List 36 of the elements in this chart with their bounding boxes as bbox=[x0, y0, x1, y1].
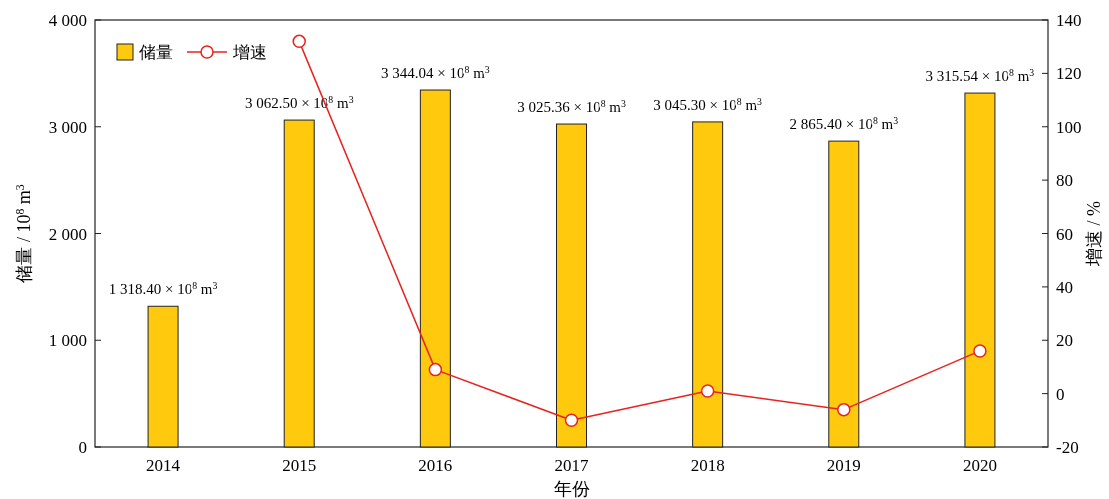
y-tick-label: 2 000 bbox=[48, 224, 87, 244]
data-label: 3 344.04 × 10$^{8}$ m$^{3}$ bbox=[381, 63, 490, 82]
y-tick-label: 3 000 bbox=[48, 117, 87, 137]
data-label: 3 025.36 × 10$^{8}$ m$^{3}$ bbox=[517, 97, 626, 116]
y-tick-label: 4 000 bbox=[48, 11, 87, 30]
x-tick-label: 2015 bbox=[282, 456, 317, 475]
y2-tick-label: 20 bbox=[1056, 331, 1073, 351]
y2-tick-label: 40 bbox=[1056, 277, 1073, 297]
point bbox=[973, 344, 987, 358]
data-label: 3 315.54 × 10$^{8}$ m$^{3}$ bbox=[925, 66, 1035, 85]
y2-tick-label: 60 bbox=[1056, 224, 1073, 244]
y2-tick-label: 140 bbox=[1056, 11, 1082, 30]
x-tick-label: 2016 bbox=[418, 456, 453, 475]
point bbox=[700, 384, 715, 398]
point bbox=[837, 402, 851, 417]
x-tick-label: 2017 bbox=[554, 456, 589, 475]
legend-label: 储量 bbox=[139, 43, 173, 62]
x-tick-label: 2019 bbox=[826, 456, 861, 475]
y2-tick-label: -20 bbox=[1056, 438, 1079, 457]
y-tick-label: 1 000 bbox=[48, 331, 87, 351]
x-tick-label: 2020 bbox=[962, 456, 997, 475]
y-tick-label: 0 bbox=[78, 438, 87, 457]
x-tick-label: 2014 bbox=[146, 456, 181, 475]
data-label: 2 865.40 × 10$^{8}$ m$^{3}$ bbox=[789, 114, 899, 133]
point bbox=[564, 413, 579, 428]
x-tick-label: 2018 bbox=[690, 456, 725, 475]
y2-tick-label: 80 bbox=[1056, 171, 1073, 191]
y2-tick-label: 120 bbox=[1056, 64, 1082, 84]
legend-label: 增速 bbox=[232, 43, 267, 62]
y2-axis-title: 增速 / % bbox=[1084, 201, 1104, 267]
y2-tick-label: 0 bbox=[1056, 384, 1065, 404]
point bbox=[428, 362, 443, 377]
data-label: 3 045.30 × 10$^{8}$ m$^{3}$ bbox=[653, 95, 763, 113]
x-axis-title: 年份 bbox=[553, 479, 590, 499]
point bbox=[292, 34, 306, 49]
y2-tick-label: 100 bbox=[1056, 117, 1082, 137]
